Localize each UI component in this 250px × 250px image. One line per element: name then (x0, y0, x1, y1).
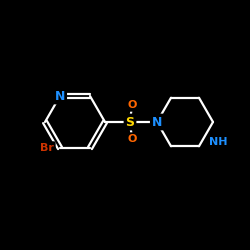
Text: O: O (127, 100, 137, 110)
Text: Br: Br (40, 143, 54, 153)
Text: N: N (152, 116, 162, 128)
Text: N: N (55, 90, 65, 102)
Text: O: O (127, 134, 137, 144)
Text: NH: NH (209, 137, 228, 147)
Text: S: S (126, 116, 134, 128)
